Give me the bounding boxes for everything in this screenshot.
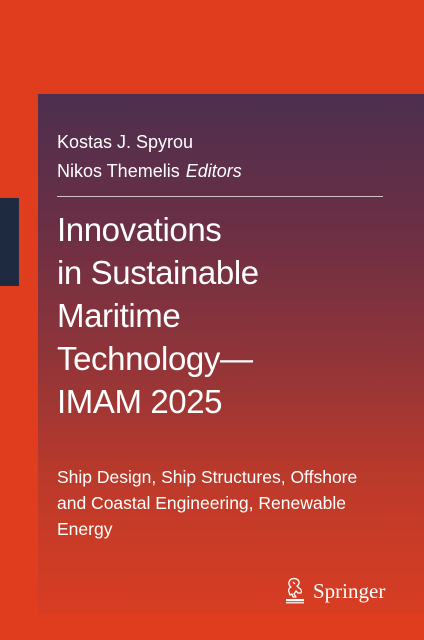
book-subtitle: Ship Design, Ship Structures, Offshore a… — [57, 464, 397, 542]
title-line-3: Maritime — [57, 297, 181, 334]
editor-name-1: Kostas J. Spyrou — [57, 132, 194, 152]
book-title: Innovations in Sustainable Maritime Tech… — [57, 208, 397, 423]
editor-name-2-line: Nikos Themelis Editors — [57, 157, 242, 186]
spine-tab — [0, 198, 19, 286]
divider-line — [57, 196, 383, 197]
title-line-5: IMAM 2025 — [57, 383, 223, 420]
title-panel — [38, 94, 424, 614]
editor-name-2: Nikos Themelis — [57, 161, 180, 181]
publisher-mark: Springer — [283, 577, 385, 605]
publisher-name: Springer — [313, 579, 386, 603]
subtitle-line-2: and Coastal Engineering, Renewable — [57, 493, 346, 513]
subtitle-line-3: Energy — [57, 519, 113, 539]
title-line-1: Innovations — [57, 211, 222, 248]
springer-horse-icon — [286, 577, 304, 604]
editors-block: Kostas J. Spyrou Nikos Themelis Editors — [57, 128, 242, 186]
editors-role: Editors — [185, 161, 242, 181]
title-line-4: Technology— — [57, 340, 253, 377]
title-line-2: in Sustainable — [57, 254, 259, 291]
subtitle-line-1: Ship Design, Ship Structures, Offshore — [57, 467, 358, 487]
